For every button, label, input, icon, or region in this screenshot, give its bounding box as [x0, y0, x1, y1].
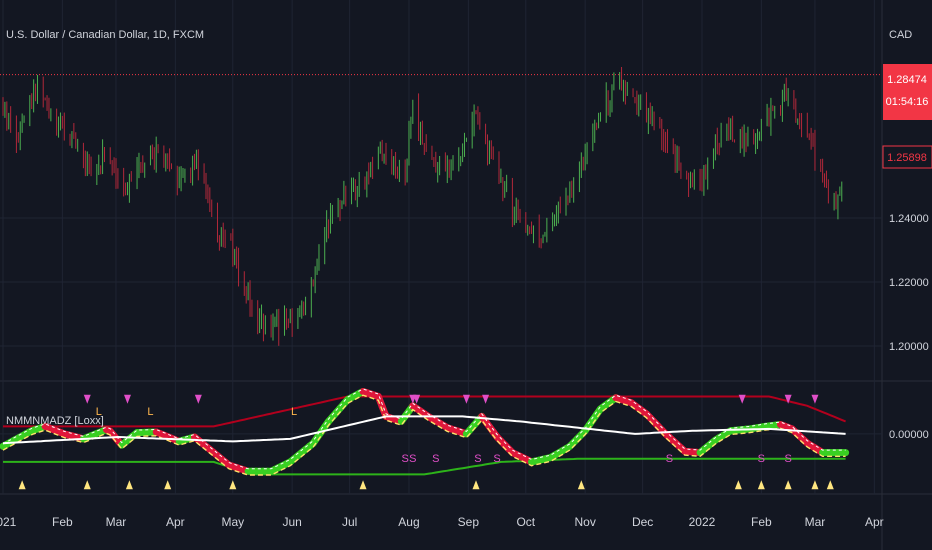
buy-marker — [229, 480, 237, 490]
price-axis-label: 1.22000 — [889, 277, 929, 289]
time-axis-label: 2021 — [0, 515, 17, 529]
signal-letter: S — [474, 453, 481, 465]
time-axis-label: Dec — [632, 515, 653, 529]
sell-marker — [738, 394, 746, 404]
last-price-label: 1.28474 — [887, 74, 927, 86]
time-axis-label: Apr — [166, 515, 185, 529]
signal-letter: L — [291, 406, 297, 418]
buy-marker — [164, 480, 172, 490]
secondary-price-label: 1.25898 — [887, 152, 927, 164]
buy-marker — [125, 480, 133, 490]
time-axis-label: Feb — [52, 515, 73, 529]
lower-band-line — [3, 457, 846, 476]
price-axis-label: 1.24000 — [889, 213, 929, 225]
sell-marker — [83, 394, 91, 404]
time-axis-label: Aug — [398, 515, 419, 529]
time-axis-label: Jun — [282, 515, 301, 529]
sell-marker — [482, 394, 490, 404]
signal-letter: S — [401, 453, 408, 465]
buy-marker — [757, 480, 765, 490]
buy-marker — [734, 480, 742, 490]
signal-letter: L — [147, 406, 153, 418]
signal-letter: S — [784, 453, 791, 465]
sell-marker — [811, 394, 819, 404]
currency-label: CAD — [889, 29, 912, 41]
sell-marker — [123, 394, 131, 404]
buy-marker — [811, 480, 819, 490]
white-signal-line — [2, 415, 846, 445]
countdown-label: 01:54:16 — [886, 96, 929, 108]
signal-letter: S — [409, 453, 416, 465]
buy-marker — [18, 480, 26, 490]
sell-marker — [462, 394, 470, 404]
signal-letter: S — [493, 453, 500, 465]
price-candles — [2, 67, 843, 346]
time-axis-label: May — [221, 515, 244, 529]
buy-marker — [577, 480, 585, 490]
time-axis-label: Nov — [574, 515, 595, 529]
time-axis-label: 2022 — [689, 515, 716, 529]
signal-letter: S — [432, 453, 439, 465]
secondary-price-tag: 1.25898 — [882, 145, 932, 169]
signal-letter: S — [758, 453, 765, 465]
time-axis-label: Sep — [458, 515, 480, 529]
white-dashed-line — [2, 388, 846, 470]
last-price-tag: 1.28474 01:54:16 — [883, 64, 932, 120]
upper-band-line — [3, 395, 846, 428]
signal-letter: S — [666, 453, 673, 465]
sell-marker — [194, 394, 202, 404]
time-axis-label: Mar — [106, 515, 127, 529]
time-axis-label: Oct — [516, 515, 535, 529]
buy-marker — [83, 480, 91, 490]
sell-marker — [413, 394, 421, 404]
time-axis-label: Apr — [865, 515, 884, 529]
oscillator-pane: S S S S S S S SL L L — [0, 387, 850, 490]
buy-marker — [826, 480, 834, 490]
indicator-name: NMMNMADZ [Loxx] — [6, 415, 104, 427]
chart-title: U.S. Dollar / Canadian Dollar, 1D, FXCM — [6, 29, 204, 41]
buy-marker — [359, 480, 367, 490]
signal-letter: L — [96, 406, 102, 418]
time-axis-label: Feb — [751, 515, 772, 529]
price-axis-label: 1.20000 — [889, 341, 929, 353]
buy-marker — [472, 480, 480, 490]
sell-marker — [784, 394, 792, 404]
buy-marker — [784, 480, 792, 490]
yellow-dashed-line — [2, 394, 846, 476]
time-axis-label: Mar — [805, 515, 826, 529]
oscillator-axis-label: 0.00000 — [889, 429, 929, 441]
time-axis-label: Jul — [342, 515, 357, 529]
